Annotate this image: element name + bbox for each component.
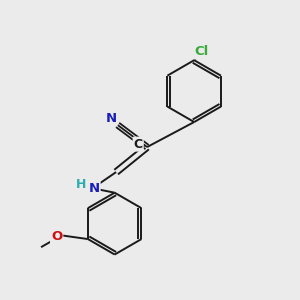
Text: O: O <box>51 230 62 243</box>
Text: H: H <box>76 178 87 191</box>
Text: Cl: Cl <box>194 45 209 58</box>
Text: N: N <box>106 112 117 125</box>
Text: C: C <box>134 138 143 151</box>
Text: N: N <box>88 182 100 195</box>
